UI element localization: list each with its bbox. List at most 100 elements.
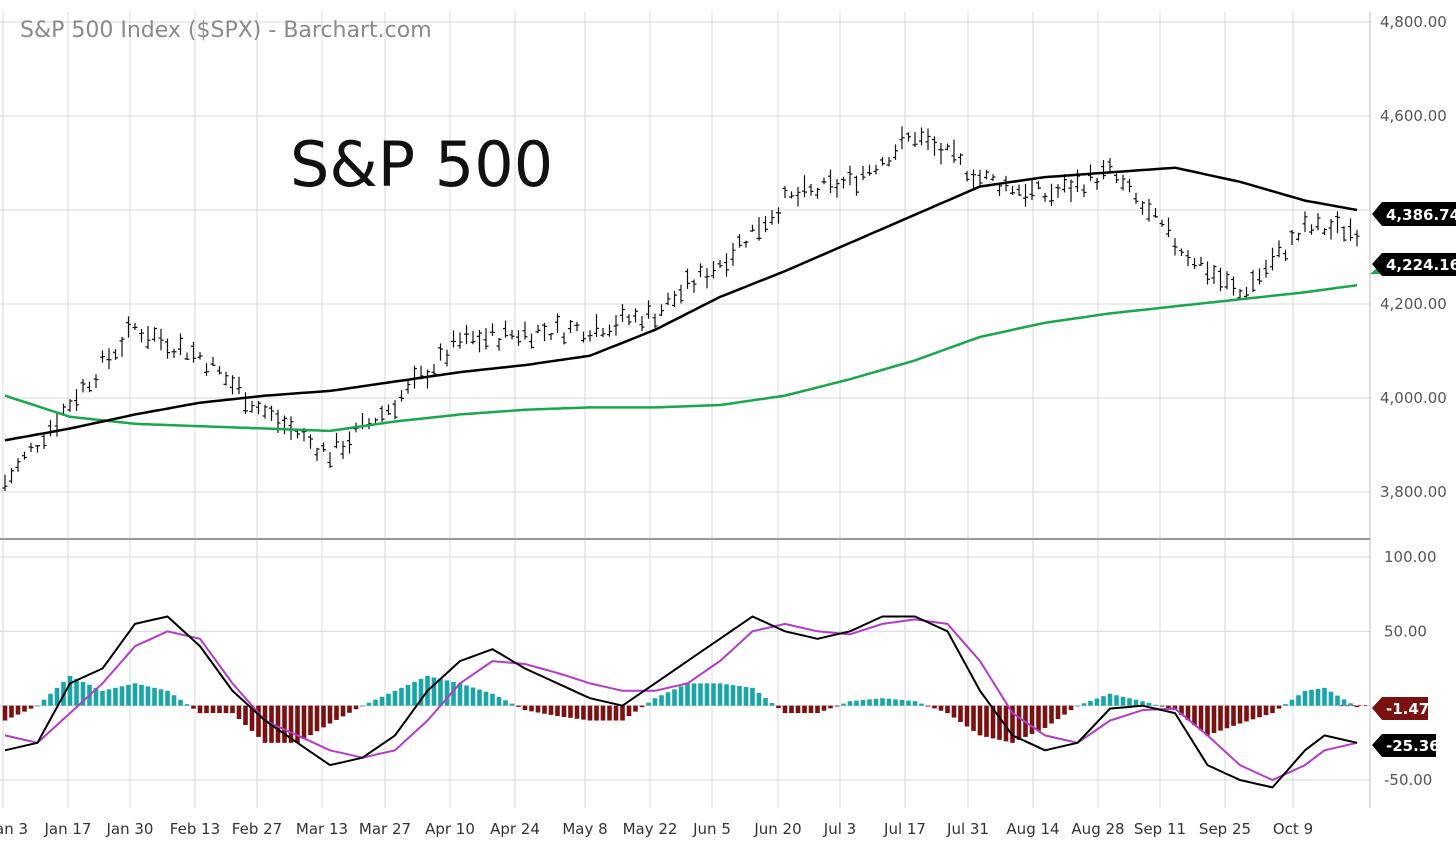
histogram-bar [529,705,534,712]
histogram-bar [106,689,112,706]
macd-line [4,615,1358,789]
histogram-bar [327,705,333,724]
ohlc-bar [1276,240,1282,258]
ohlc-bar [425,369,430,389]
ohlc-bar [197,351,203,360]
ohlc-bar [126,316,131,338]
histogram-bar [1068,705,1074,711]
histogram-bar [951,705,957,718]
histogram-bar [2,705,8,721]
histogram-bar [74,678,79,706]
histogram-bar [438,678,443,706]
ohlc-bar [431,363,437,377]
histogram-bar [1244,705,1249,722]
histogram-bar [912,701,918,706]
source-title: S&P 500 Index ($SPX) - Barchart.com [20,18,432,43]
histogram-bar [1328,691,1334,706]
histogram-bar [1036,705,1041,731]
histogram-bar [854,700,859,706]
histogram-bar [184,704,190,706]
histogram-bar [54,687,60,706]
ohlc-bar [22,451,27,460]
histogram-bar [210,705,216,714]
ohlc-bar [782,186,788,199]
ohlc-bar [470,331,476,345]
ohlc-bar [522,321,528,340]
histogram-bar [15,705,21,715]
x-tick-label: Jun 5 [692,820,731,838]
histogram-bar [659,695,664,706]
histogram-bar [1042,705,1048,728]
histogram-bar [113,687,118,706]
histogram-bar [1166,705,1171,709]
sma50-line [4,166,1358,442]
histogram-bar [1205,705,1210,736]
histogram-bar [1075,705,1080,707]
histogram-bar [464,685,469,706]
ohlc-bar [808,183,814,196]
histogram-bar [867,699,872,706]
histogram-bar [789,705,794,714]
ohlc-bar [308,434,313,449]
x-tick-label: Sep 25 [1199,820,1251,838]
histogram-bar [750,687,755,706]
ohlc-bar [1237,288,1243,300]
histogram-bar [1348,703,1353,706]
histogram-bar [932,705,937,709]
histogram-bar [1055,705,1061,720]
ohlc-bar [906,132,911,142]
ohlc-bar [54,413,60,437]
ohlc-bar [769,210,775,225]
ohlc-bar [789,191,794,199]
histogram-bar [353,705,359,710]
histogram-bar [1049,705,1054,724]
ohlc-bar [1016,184,1022,196]
histogram-bar [1133,699,1139,706]
ohlc-bar [457,332,463,349]
histogram-bar [795,705,801,714]
histogram-bar [834,705,840,707]
ohlc-bar [210,356,216,367]
histogram-bar [724,684,729,706]
histogram-bar [126,684,131,706]
histogram-bar [1107,693,1113,706]
histogram-bar [444,680,450,706]
ohlc-bar [1140,201,1145,215]
histogram-bar [483,691,489,706]
ohlc-bar [1146,199,1152,222]
ohlc-bar [1211,264,1217,284]
histogram-bar [1211,705,1217,734]
histogram-bar [984,705,989,737]
ohlc-bar [841,176,846,189]
histogram-bar [197,705,203,714]
ohlc-bar [2,474,8,491]
x-tick-label: Mar 13 [296,820,348,838]
price-bars [2,126,1360,491]
ohlc-bar [964,171,970,182]
histogram-bar [1198,705,1204,731]
ohlc-bar [691,279,697,293]
ohlc-bar [561,332,567,345]
histogram-bar [1296,695,1301,706]
histogram-bar [1335,695,1340,706]
ohlc-bar [74,389,79,411]
histogram-bar [1101,696,1106,706]
ohlc-bar [795,186,801,207]
histogram-bar [392,690,398,706]
x-tick-label: Jan 17 [44,820,92,838]
histogram-bar [919,703,924,706]
histogram-bar [893,699,898,706]
price-y-tick-label: 3,800.00 [1380,483,1447,501]
ohlc-bar [1283,249,1288,261]
ohlc-bar [106,348,112,370]
price-y-tick-label: 4,800.00 [1380,13,1447,31]
ohlc-bar [548,333,554,340]
histogram-bar [1276,705,1282,709]
ohlc-bar [919,127,924,146]
ohlc-bar [698,263,703,278]
histogram-bar [841,703,846,706]
ohlc-bar [659,304,664,316]
x-tick-label: an 3 [0,820,28,838]
histogram-bar [711,683,716,706]
